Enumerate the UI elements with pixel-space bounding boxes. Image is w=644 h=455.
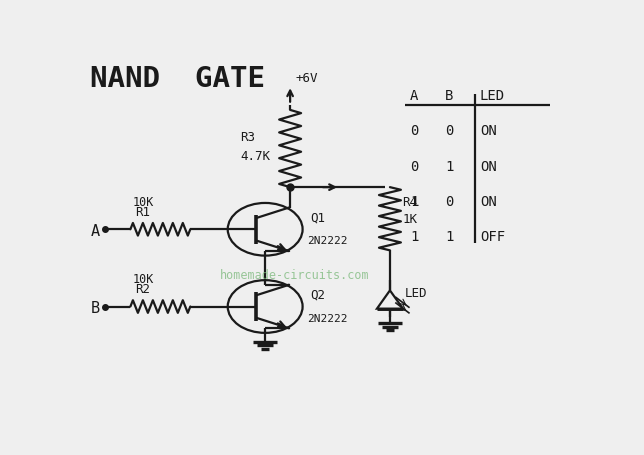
Text: 0: 0 <box>445 124 453 138</box>
Text: Q1: Q1 <box>310 211 325 224</box>
Text: 2N2222: 2N2222 <box>308 313 348 323</box>
Text: LED: LED <box>480 89 505 103</box>
Text: 0: 0 <box>445 194 453 208</box>
Text: +6V: +6V <box>295 71 317 84</box>
Text: homemade-circuits.com: homemade-circuits.com <box>220 269 370 282</box>
Text: Q2: Q2 <box>310 288 325 301</box>
Text: 4.7K: 4.7K <box>240 150 270 163</box>
Text: 1: 1 <box>445 159 453 173</box>
Text: 0: 0 <box>410 159 419 173</box>
Text: R1: R1 <box>135 206 151 219</box>
Text: ON: ON <box>480 124 497 138</box>
Text: A: A <box>410 89 419 103</box>
Text: 1: 1 <box>410 229 419 243</box>
Text: ON: ON <box>480 194 497 208</box>
Text: 10K: 10K <box>133 273 155 285</box>
Text: R2: R2 <box>135 283 151 296</box>
Text: 1: 1 <box>445 229 453 243</box>
Text: B: B <box>90 300 100 315</box>
Text: 10K: 10K <box>133 195 155 208</box>
Text: 1K: 1K <box>402 213 417 226</box>
Text: R4: R4 <box>402 195 417 208</box>
Text: LED: LED <box>405 286 428 299</box>
Text: OFF: OFF <box>480 229 505 243</box>
Text: A: A <box>90 223 100 238</box>
Text: NAND  GATE: NAND GATE <box>90 65 265 93</box>
Text: B: B <box>445 89 453 103</box>
Text: 0: 0 <box>410 124 419 138</box>
Text: 2N2222: 2N2222 <box>308 236 348 246</box>
Text: 1: 1 <box>410 194 419 208</box>
Text: ON: ON <box>480 159 497 173</box>
Text: R3: R3 <box>240 131 255 143</box>
